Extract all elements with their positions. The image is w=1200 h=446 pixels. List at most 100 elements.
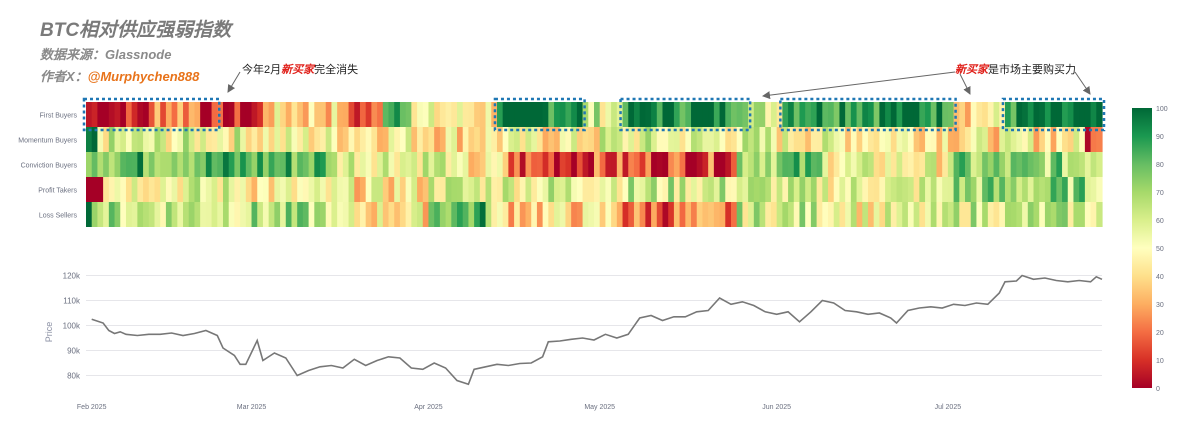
heatmap-cell-loss-sellers bbox=[514, 202, 521, 227]
author-handle[interactable]: @Murphychen888 bbox=[87, 69, 200, 84]
heatmap-cell-loss-sellers bbox=[251, 202, 258, 227]
heatmap-cell-profit-takers bbox=[137, 177, 144, 202]
heatmap-cell-loss-sellers bbox=[382, 202, 390, 227]
arrow-feb bbox=[227, 71, 241, 93]
heatmap-cell-momentum-buyers bbox=[730, 127, 738, 152]
heatmap-cell-first-buyers bbox=[514, 102, 521, 127]
heatmap-cell-momentum-buyers bbox=[599, 127, 607, 152]
heatmap-cell-loss-sellers bbox=[479, 202, 487, 227]
heatmap-cell-first-buyers bbox=[1096, 102, 1103, 127]
heatmap-cell-first-buyers bbox=[622, 102, 629, 127]
heatmap-cell-loss-sellers bbox=[337, 202, 344, 227]
heatmap-cell-profit-takers bbox=[656, 177, 664, 202]
heatmap-cell-first-buyers bbox=[987, 102, 995, 127]
heatmap-cell-first-buyers bbox=[930, 102, 938, 127]
heatmap-cell-loss-sellers bbox=[770, 202, 778, 227]
data-source: 数据来源：Glassnode bbox=[40, 47, 172, 62]
heatmap-cell-momentum-buyers bbox=[976, 127, 983, 152]
heatmap-cell-first-buyers bbox=[234, 102, 241, 127]
heatmap-cell-loss-sellers bbox=[257, 202, 264, 227]
heatmap-cell-profit-takers bbox=[896, 177, 903, 202]
annotation-feb: 今年2月新买家完全消失 bbox=[242, 61, 358, 77]
heatmap-cell-first-buyers bbox=[257, 102, 264, 127]
heatmap-cell-profit-takers bbox=[879, 177, 886, 202]
heatmap-cell-conviction-buyers bbox=[160, 152, 167, 177]
heatmap-cell-momentum-buyers bbox=[302, 127, 310, 152]
heatmap-cell-first-buyers bbox=[291, 102, 298, 127]
heatmap-cell-profit-takers bbox=[143, 177, 150, 202]
heatmap-cell-first-buyers bbox=[457, 102, 464, 127]
heatmap-cell-loss-sellers bbox=[885, 202, 892, 227]
heatmap-cell-momentum-buyers bbox=[548, 127, 555, 152]
heatmap-cell-conviction-buyers bbox=[742, 152, 749, 177]
annotation-new-buyers-post: 是市场主要购买力 bbox=[988, 64, 1076, 76]
heatmap-cell-profit-takers bbox=[605, 177, 612, 202]
heatmap-cell-loss-sellers bbox=[753, 202, 761, 227]
heatmap-cell-loss-sellers bbox=[411, 202, 418, 227]
heatmap-cell-profit-takers bbox=[719, 177, 726, 202]
heatmap-cell-loss-sellers bbox=[200, 202, 207, 227]
heatmap-cell-conviction-buyers bbox=[422, 152, 430, 177]
heatmap-cell-conviction-buyers bbox=[439, 152, 447, 177]
heatmap-cell-momentum-buyers bbox=[434, 127, 441, 152]
heatmap-cell-loss-sellers bbox=[86, 202, 93, 227]
heatmap-cell-loss-sellers bbox=[1067, 202, 1075, 227]
heatmap-cell-momentum-buyers bbox=[394, 127, 401, 152]
heatmap-cell-first-buyers bbox=[394, 102, 401, 127]
heatmap-cell-conviction-buyers bbox=[325, 152, 333, 177]
heatmap-cell-conviction-buyers bbox=[479, 152, 487, 177]
heatmap-cell-momentum-buyers bbox=[953, 127, 960, 152]
heatmap-cell-first-buyers bbox=[1027, 102, 1035, 127]
heatmap-cell-loss-sellers bbox=[188, 202, 196, 227]
heatmap-cell-conviction-buyers bbox=[628, 152, 635, 177]
heatmap-cell-conviction-buyers bbox=[845, 152, 852, 177]
heatmap-cell-loss-sellers bbox=[548, 202, 555, 227]
heatmap-cell-loss-sellers bbox=[822, 202, 829, 227]
heatmap-cell-conviction-buyers bbox=[776, 152, 783, 177]
heatmap-cell-loss-sellers bbox=[120, 202, 127, 227]
heatmap-cell-momentum-buyers bbox=[365, 127, 372, 152]
heatmap-cell-profit-takers bbox=[976, 177, 983, 202]
heatmap-cell-loss-sellers bbox=[1039, 202, 1046, 227]
arrow-jul bbox=[1074, 71, 1091, 95]
heatmap-cell-conviction-buyers bbox=[348, 152, 355, 177]
heatmap-cell-conviction-buyers bbox=[291, 152, 298, 177]
heatmap-cell-momentum-buyers bbox=[297, 127, 304, 152]
heatmap-cell-loss-sellers bbox=[91, 202, 99, 227]
heatmap-cell-loss-sellers bbox=[148, 202, 156, 227]
heatmap-cell-first-buyers bbox=[302, 102, 310, 127]
heatmap-cell-first-buyers bbox=[508, 102, 515, 127]
heatmap-cell-profit-takers bbox=[445, 177, 452, 202]
heatmap-cell-momentum-buyers bbox=[1090, 127, 1097, 152]
heatmap-cell-profit-takers bbox=[314, 177, 321, 202]
heatmap-cell-profit-takers bbox=[673, 177, 681, 202]
heatmap-cell-profit-takers bbox=[873, 177, 880, 202]
heatmap-cell-momentum-buyers bbox=[388, 127, 395, 152]
heatmap-cell-conviction-buyers bbox=[131, 152, 138, 177]
heatmap-cell-conviction-buyers bbox=[633, 152, 641, 177]
heatmap-cell-conviction-buyers bbox=[457, 152, 464, 177]
heatmap-cell-loss-sellers bbox=[1027, 202, 1035, 227]
heatmap-cell-profit-takers bbox=[371, 177, 378, 202]
heatmap-cell-conviction-buyers bbox=[245, 152, 253, 177]
heatmap-cell-first-buyers bbox=[828, 102, 835, 127]
heatmap-cell-momentum-buyers bbox=[942, 127, 949, 152]
heatmap-cell-loss-sellers bbox=[422, 202, 430, 227]
heatmap-cell-first-buyers bbox=[308, 102, 315, 127]
heatmap-cell-conviction-buyers bbox=[394, 152, 401, 177]
heatmap-cell-loss-sellers bbox=[856, 202, 863, 227]
heatmap-cell-profit-takers bbox=[965, 177, 972, 202]
heatmap-cell-momentum-buyers bbox=[536, 127, 544, 152]
heatmap-cell-loss-sellers bbox=[371, 202, 378, 227]
price-xtick: Mar 2025 bbox=[237, 404, 267, 411]
heatmap-cell-profit-takers bbox=[428, 177, 435, 202]
heatmap-cell-momentum-buyers bbox=[382, 127, 390, 152]
heatmap-cell-momentum-buyers bbox=[679, 127, 686, 152]
heatmap-cell-conviction-buyers bbox=[86, 152, 93, 177]
heatmap-cell-first-buyers bbox=[485, 102, 492, 127]
heatmap-cell-first-buyers bbox=[245, 102, 253, 127]
heatmap-cell-loss-sellers bbox=[502, 202, 509, 227]
heatmap-cell-conviction-buyers bbox=[656, 152, 664, 177]
heatmap-cell-momentum-buyers bbox=[451, 127, 458, 152]
heatmap-cell-loss-sellers bbox=[902, 202, 909, 227]
